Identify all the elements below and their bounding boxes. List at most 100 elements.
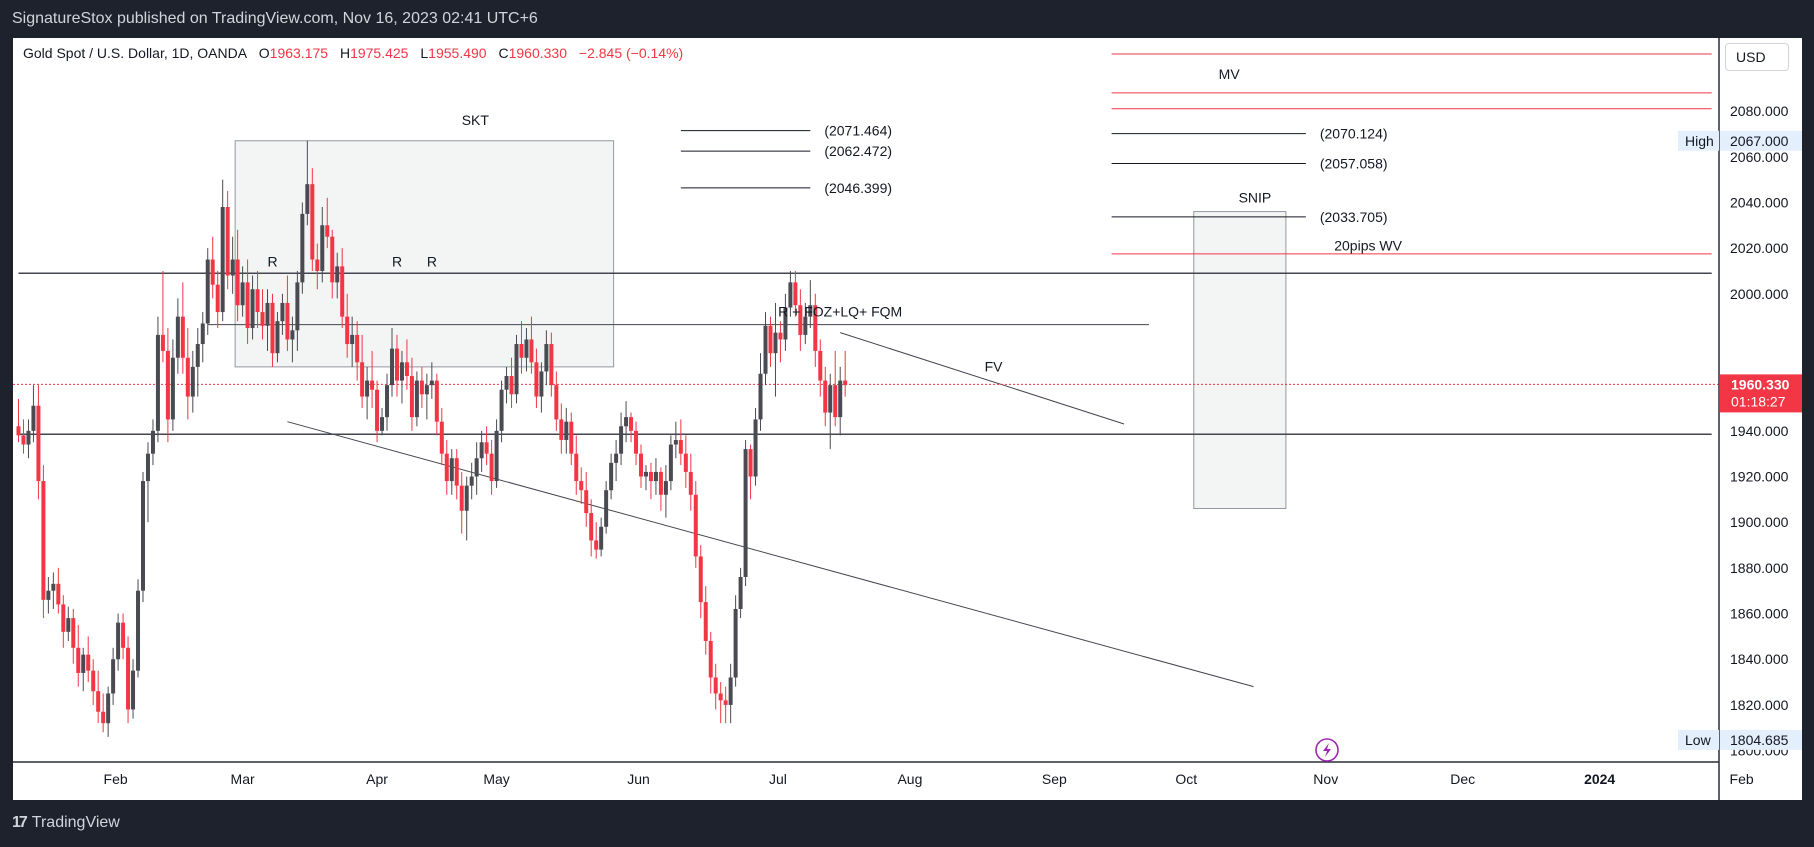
candle-body [345, 316, 350, 345]
trend-line [287, 421, 1254, 688]
candle-body [429, 380, 434, 386]
candle-body [748, 449, 753, 477]
level-label: (2057.058) [1320, 155, 1388, 171]
candle-body [41, 481, 46, 600]
candle-body [101, 711, 106, 724]
candle-body [116, 622, 121, 660]
y-tick-label: 1900.000 [1730, 514, 1789, 530]
candle-body [698, 556, 703, 603]
last-price-tag [1720, 374, 1802, 413]
candle-body [51, 583, 56, 591]
candle-body [559, 419, 564, 440]
x-tick-label: 2024 [1584, 771, 1615, 787]
last-price-label: 1960.330 [1731, 376, 1790, 392]
chart-annotation: SNIP [1239, 189, 1272, 205]
candle-body [424, 385, 429, 395]
candle-body [808, 305, 813, 317]
y-tick-label: 1920.000 [1730, 469, 1789, 485]
tradingview-logo-icon: 17 [12, 814, 28, 831]
legend-symbol[interactable]: Gold Spot / U.S. Dollar, 1D, OANDA [23, 45, 248, 61]
candle-body [210, 259, 215, 285]
candle-body [544, 344, 549, 372]
candle-body [215, 284, 220, 313]
published-bar: SignatureStox published on TradingView.c… [0, 0, 1814, 38]
candle-body [160, 334, 165, 351]
chart-annotation: FV [985, 358, 1004, 374]
candle-body [688, 471, 693, 495]
tradingview-logo[interactable]: 17 TradingView [12, 814, 120, 832]
candle-body [190, 366, 195, 397]
price-axis-background [1719, 38, 1802, 800]
chart-annotation: R [427, 253, 437, 269]
level-label: (2071.464) [824, 123, 892, 139]
candle-body [489, 453, 494, 482]
candle-body [170, 357, 175, 420]
candle-body [793, 282, 798, 306]
candle-body [454, 458, 459, 486]
lightning-icon[interactable] [1315, 738, 1339, 762]
candle-body [61, 604, 66, 632]
candle-body [290, 330, 295, 340]
chart-annotation: 20pips WV [1334, 237, 1402, 253]
candle-body [833, 385, 838, 418]
chart-annotation: R [392, 253, 402, 269]
candle-body [658, 471, 663, 495]
candle-body [131, 670, 136, 710]
candle-body [534, 362, 539, 397]
candle-body [629, 417, 634, 431]
candle-body [66, 618, 71, 632]
footer-bar: 17 TradingView [0, 800, 1814, 847]
candle-body [653, 471, 658, 482]
y-tick-label: 2000.000 [1730, 286, 1789, 302]
candle-body [370, 380, 375, 390]
candle-body [474, 458, 479, 477]
x-tick-label: Nov [1313, 771, 1338, 787]
last-price-countdown: 01:18:27 [1731, 393, 1786, 409]
candle-body [639, 453, 643, 477]
candle-body [205, 259, 210, 324]
candle-body [783, 307, 788, 340]
candle-body [21, 435, 26, 445]
chart-panel[interactable]: Gold Spot / U.S. Dollar, 1D, OANDA O1963… [13, 38, 1802, 800]
legend-close: 1960.330 [508, 45, 567, 61]
x-tick-label: Jun [627, 771, 650, 787]
candle-body [195, 344, 200, 367]
candle-body [564, 421, 569, 440]
candle-body [399, 362, 404, 381]
y-tick-label: 2040.000 [1730, 194, 1789, 210]
candle-body [589, 513, 594, 541]
candle-body [763, 325, 768, 374]
candle-body [230, 259, 235, 276]
candle-body [683, 453, 688, 472]
candle-body [838, 380, 843, 418]
candle-body [394, 348, 399, 381]
levels-layer: (2071.464) (2062.472) (2046.399) (2070.124)… [13, 53, 1719, 688]
candle-body [479, 442, 484, 459]
candle-body [753, 419, 758, 477]
x-tick-label: Jul [769, 771, 787, 787]
y-tick-label: 2020.000 [1730, 240, 1789, 256]
candle-body [529, 339, 534, 363]
candle-body [280, 302, 285, 322]
x-tick-label: Feb [1730, 771, 1754, 787]
candle-body [733, 608, 738, 678]
candle-body [340, 266, 345, 317]
candle-body [126, 647, 131, 710]
candle-body [350, 334, 355, 345]
candle-body [703, 602, 708, 641]
candle-body [569, 421, 574, 454]
currency-button[interactable]: USD [1725, 43, 1789, 71]
candle-body [823, 380, 828, 413]
candle-body [71, 618, 76, 648]
candle-body [614, 453, 619, 463]
candle-body [439, 421, 444, 454]
candle-body [464, 485, 469, 511]
candle-body [818, 350, 823, 381]
published-text: SignatureStox published on TradingView.c… [12, 10, 538, 27]
annotations-layer: SKT R R R R + FOZ+LQ+ FQM FV MV SNIP 20pips WV [268, 66, 1403, 374]
price-chart[interactable]: (2071.464) (2062.472) (2046.399) (2070.124)… [13, 38, 1802, 800]
candle-body [404, 362, 409, 377]
high-marker-tag [1678, 130, 1719, 151]
candle-body [76, 647, 81, 673]
candle-body [648, 471, 653, 482]
